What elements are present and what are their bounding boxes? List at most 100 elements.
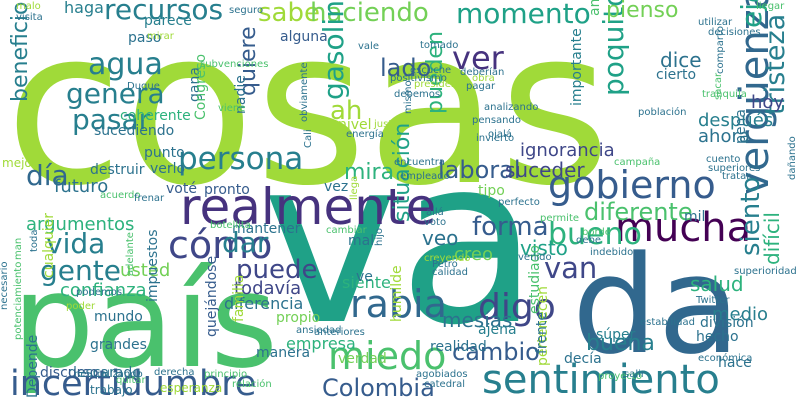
word-93: angustia — [587, 0, 603, 16]
word-151: cuento — [706, 154, 741, 165]
word-123: seguro — [229, 5, 264, 16]
word-62: futuro — [54, 176, 109, 197]
word-18: momento — [456, 0, 591, 30]
word-127: mirar — [147, 31, 174, 42]
word-198: mismo — [403, 80, 414, 114]
word-195: salir — [624, 369, 646, 380]
word-164: voto — [424, 217, 447, 228]
word-16: sabe — [258, 0, 320, 28]
word-82: paso — [128, 30, 162, 46]
word-160: frenar — [134, 193, 165, 204]
word-155: encuentra — [394, 157, 445, 168]
word-12: persona — [178, 141, 304, 177]
word-27: dar — [222, 226, 269, 259]
word-52: hoy — [751, 92, 785, 113]
word-99: manera — [256, 345, 311, 361]
word-108: verlo — [150, 161, 186, 177]
word-4: sentimiento — [482, 357, 720, 400]
word-97: súper — [596, 327, 636, 343]
word-87: voté — [166, 181, 197, 197]
word-121: malo — [16, 1, 41, 12]
word-117: Depende — [25, 334, 41, 398]
word-182: man — [13, 237, 24, 260]
word-13: bueno — [548, 217, 642, 252]
word-58: medio — [712, 304, 769, 325]
word-8: mucha — [615, 205, 752, 251]
word-38: Colombia — [322, 374, 435, 400]
word-80: división — [700, 315, 754, 331]
word-41: ah — [330, 96, 363, 126]
word-161: botellita — [210, 220, 251, 231]
word-90: nivel — [338, 117, 372, 133]
word-49: buena — [586, 331, 655, 356]
word-179: podemos — [76, 287, 123, 298]
word-5: incertidumbre — [10, 364, 257, 400]
word-44: salud — [690, 272, 744, 296]
word-110: mal — [348, 233, 375, 249]
word-100: propio — [276, 310, 321, 326]
word-91: cierto — [656, 67, 697, 83]
word-21: van — [544, 251, 598, 285]
word-129: subvenciones — [200, 59, 269, 70]
word-185: neutralizando — [74, 369, 143, 380]
word-88: pronto — [204, 182, 250, 198]
word-45: laboral — [438, 156, 521, 184]
word-158: empleado — [400, 171, 450, 182]
word-81: coherente — [120, 108, 191, 124]
word-120: esperanza — [160, 381, 223, 395]
word-168: debe — [576, 235, 601, 246]
word-152: superiores — [708, 163, 761, 174]
word-171: superioridad — [734, 266, 797, 277]
word-115: frente — [534, 312, 550, 354]
word-172: Twitter — [696, 295, 730, 306]
word-46: mira — [344, 160, 395, 185]
word-192: agobiados — [416, 369, 468, 380]
word-114: cualquier — [41, 212, 57, 278]
word-173: cambiar — [326, 225, 367, 236]
word-159: acuerdo — [100, 190, 141, 201]
word-77: impuestos — [145, 229, 161, 302]
word-96: mil — [684, 209, 706, 225]
word-128: Duque — [127, 81, 160, 92]
word-138: tranquila — [702, 89, 747, 100]
word-104: hace — [718, 355, 752, 371]
word-107: punto — [144, 145, 185, 161]
word-67: diferencia — [224, 294, 304, 313]
word-95: vez — [324, 179, 349, 195]
word-2: país — [12, 245, 279, 397]
word-174: hijo — [374, 227, 385, 246]
word-188: principio — [204, 369, 248, 380]
word-126: decisiones — [708, 27, 761, 38]
word-19: recursos — [104, 0, 224, 26]
word-140: población — [638, 107, 687, 118]
word-61: todavía — [234, 278, 302, 299]
word-7: gobierno — [548, 163, 716, 207]
word-142: presidente — [414, 79, 468, 90]
word-148: pensando — [472, 115, 521, 126]
word-65: creo — [454, 244, 493, 265]
word-176: Petro — [432, 259, 458, 270]
word-180: adelante — [125, 232, 136, 276]
word-135: obra — [472, 73, 495, 84]
word-57: difícil — [760, 212, 784, 265]
word-113: grandes — [90, 337, 147, 353]
word-119: trabajo — [90, 383, 133, 397]
word-54: ahora — [698, 126, 750, 147]
word-64: veo — [422, 226, 459, 250]
word-102: humilde — [389, 265, 405, 322]
word-106: discurso — [40, 365, 99, 381]
word-146: energía — [346, 129, 384, 140]
word-17: haciendo — [310, 0, 429, 28]
word-35: diferente — [584, 198, 693, 226]
word-24: día — [26, 159, 69, 192]
word-124: llegar — [756, 1, 785, 12]
word-63: usted — [120, 260, 171, 281]
word-68: empresa — [286, 334, 356, 353]
word-181: poder — [66, 301, 96, 312]
word-78: familia — [231, 274, 247, 322]
word-178: toda — [29, 229, 40, 252]
word-70: haga — [64, 0, 104, 17]
word-10: rabia — [350, 282, 447, 326]
word-40: lado — [380, 54, 432, 82]
word-73: importante — [569, 28, 585, 106]
